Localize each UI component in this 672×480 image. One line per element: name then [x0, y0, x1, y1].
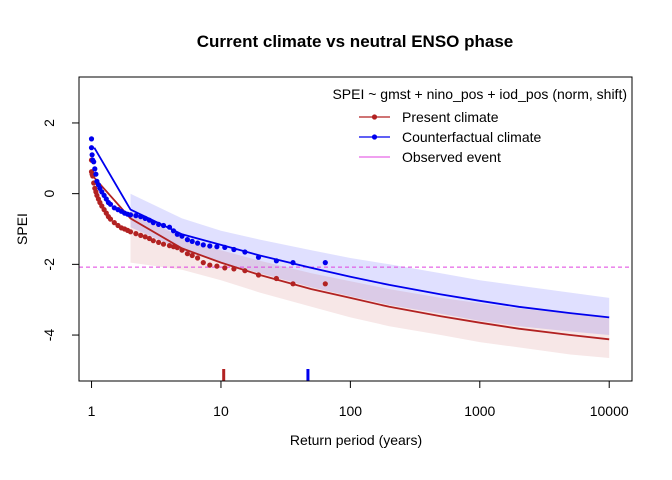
counterfactual-point [189, 238, 195, 244]
counterfactual-point [92, 166, 98, 172]
counterfactual-point [255, 254, 262, 260]
present-point [179, 247, 185, 253]
counterfactual-point [107, 201, 114, 207]
present-point [242, 268, 248, 274]
present-point [111, 220, 117, 226]
counterfactual-point [127, 212, 134, 218]
present-point [133, 231, 139, 237]
chart-title: Current climate vs neutral ENSO phase [197, 32, 514, 51]
model-subtitle: SPEI ~ gmst + nino_pos + iod_pos (norm, … [332, 86, 627, 102]
x-axis: 1 10 100 1000 10000 [88, 381, 629, 419]
present-point [290, 281, 296, 287]
counterfactual-point [214, 244, 220, 250]
counterfactual-point [133, 213, 139, 219]
legend-label-present: Present climate [402, 109, 499, 125]
confidence-bands [130, 193, 610, 358]
x-tick-label: 100 [339, 403, 363, 419]
present-point [214, 263, 220, 269]
counterfactual-point [88, 145, 95, 151]
present-point [156, 239, 162, 245]
counterfactual-point [156, 221, 162, 227]
present-point [127, 229, 134, 235]
counterfactual-point [166, 224, 173, 230]
counterfactual-point [231, 246, 237, 253]
counterfactual-point [142, 215, 148, 221]
counterfactual-point [150, 220, 156, 226]
legend-label-counterfactual: Counterfactual climate [402, 129, 542, 145]
present-point [146, 235, 152, 242]
counterfactual-point [290, 260, 296, 266]
present-point [107, 216, 114, 222]
counterfactual-point [222, 244, 228, 250]
x-tick-label: 1 [88, 403, 96, 419]
y-tick-label: -4 [41, 329, 57, 342]
y-tick-label: -2 [41, 258, 57, 271]
y-tick-label: 0 [41, 190, 57, 198]
x-axis-label: Return period (years) [290, 432, 422, 448]
data-points [88, 136, 328, 287]
x-tick-label: 1000 [464, 403, 495, 419]
x-tick-label: 10000 [590, 403, 629, 419]
present-confidence-band [130, 211, 610, 358]
y-axis-label: SPEI [14, 213, 30, 245]
present-point [207, 262, 213, 268]
counterfactual-point [242, 249, 248, 255]
counterfactual-point [89, 152, 95, 158]
present-point [184, 251, 190, 257]
counterfactual-point [93, 171, 99, 177]
present-point [273, 275, 279, 282]
present-point [255, 272, 262, 278]
present-point [174, 245, 180, 251]
counterfactual-point [322, 260, 328, 266]
legend-point-counterfactual [371, 134, 378, 140]
legend: Present climate Counterfactual climate O… [359, 109, 542, 165]
y-tick-label: 2 [41, 119, 57, 127]
counterfactual-point [88, 136, 95, 142]
present-point [150, 238, 156, 244]
y-axis: -4 -2 0 2 [41, 119, 79, 341]
present-point [142, 234, 148, 240]
plot-area-border [78, 76, 633, 382]
present-point [231, 266, 237, 272]
counterfactual-point [170, 228, 177, 234]
present-point [200, 260, 206, 266]
counterfactual-point [91, 159, 97, 165]
counterfactual-point [146, 217, 152, 223]
counterfactual-point [138, 214, 144, 220]
counterfactual-point [160, 222, 167, 229]
counterfactual-point [179, 233, 185, 239]
present-point [195, 255, 201, 261]
event-return-period-marks [222, 369, 310, 381]
legend-point-present [371, 114, 378, 120]
counterfactual-point [273, 258, 279, 264]
present-point [160, 241, 167, 247]
present-point [166, 243, 173, 249]
present-point [189, 252, 195, 259]
legend-label-observed: Observed event [402, 149, 501, 165]
x-tick-label: 10 [213, 403, 229, 419]
present-point [322, 281, 328, 287]
counterfactual-point [200, 242, 206, 248]
present-point [138, 232, 144, 238]
counterfactual-confidence-band [130, 193, 610, 335]
counterfactual-point [174, 231, 180, 237]
counterfactual-point [184, 237, 190, 243]
counterfactual-point [195, 240, 201, 246]
present-point [222, 265, 228, 271]
counterfactual-point [207, 243, 213, 249]
